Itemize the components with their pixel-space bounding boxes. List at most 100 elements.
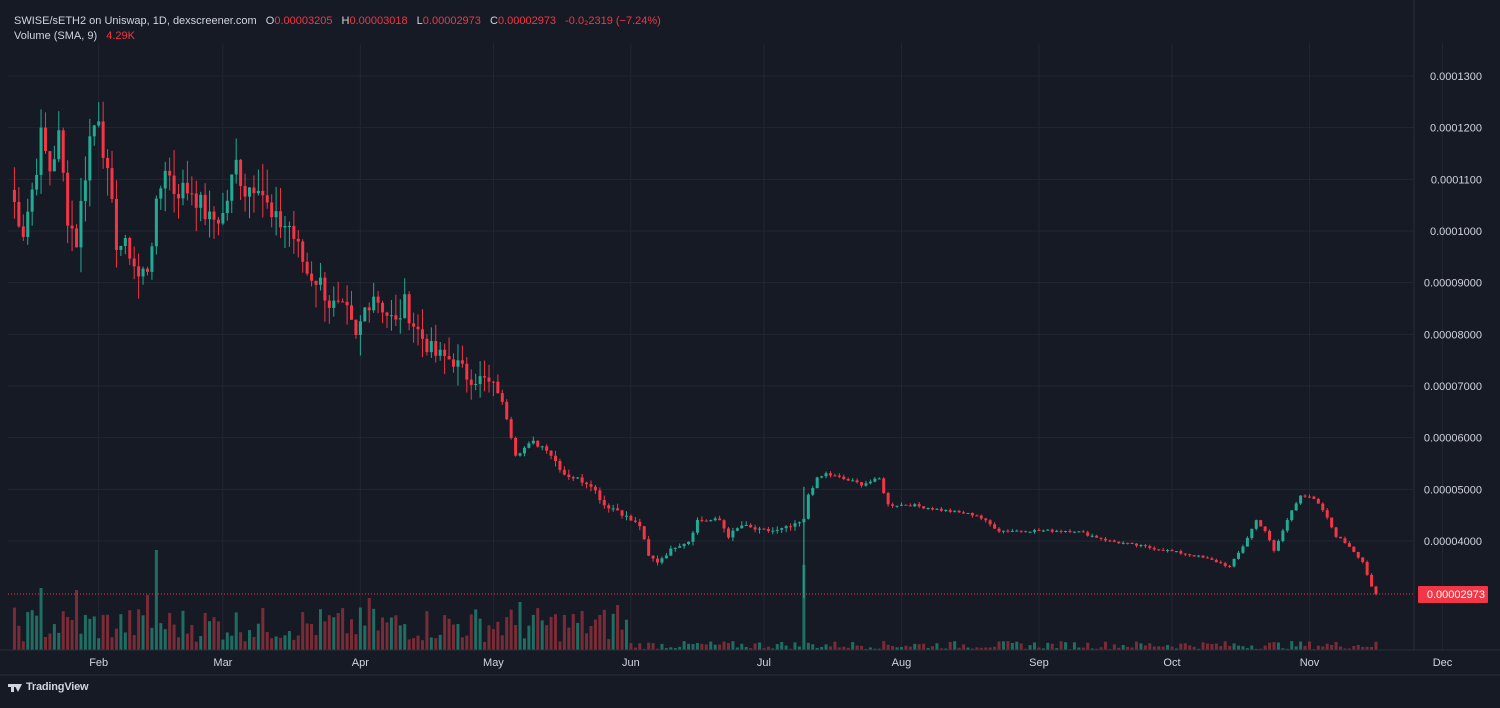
candle-body bbox=[1343, 538, 1347, 544]
volume-bar bbox=[797, 646, 801, 650]
candle-body bbox=[274, 211, 278, 218]
volume-bar bbox=[815, 647, 819, 650]
volume-bar bbox=[177, 637, 181, 650]
candle-body bbox=[731, 530, 735, 538]
candle-body bbox=[1254, 520, 1258, 529]
volume-bar bbox=[1325, 643, 1329, 650]
y-tick-label: 0.00005000 bbox=[1424, 484, 1482, 496]
volume-bar bbox=[576, 622, 580, 650]
candle-body bbox=[1126, 542, 1130, 544]
volume-bar bbox=[1197, 648, 1201, 650]
volume-bar bbox=[1316, 645, 1320, 650]
candle-body bbox=[1294, 503, 1298, 511]
candle-body bbox=[1330, 517, 1334, 528]
change-value: -0.0₂2319 (−7.24%) bbox=[565, 15, 661, 27]
volume-legend-row: Volume (SMA, 9) 4.29K bbox=[14, 29, 661, 44]
volume-bar bbox=[1135, 641, 1139, 650]
candle-body bbox=[1374, 586, 1378, 595]
volume-bar bbox=[1152, 646, 1156, 650]
volume-bar bbox=[385, 622, 389, 650]
candle-body bbox=[83, 180, 87, 201]
candle-body bbox=[988, 520, 992, 525]
close-label: C bbox=[489, 15, 498, 27]
volume-bar bbox=[735, 647, 739, 650]
candle-body bbox=[381, 302, 385, 313]
volume-bar bbox=[1072, 642, 1076, 650]
volume-bar bbox=[886, 644, 890, 650]
candle-body bbox=[1135, 543, 1139, 546]
volume-bar bbox=[935, 643, 939, 650]
candle-body bbox=[1223, 563, 1227, 566]
volume-bar bbox=[718, 644, 722, 650]
volume-bar bbox=[775, 644, 779, 650]
volume-bar bbox=[793, 642, 797, 650]
volume-bar bbox=[1130, 647, 1134, 650]
volume-bar bbox=[882, 641, 886, 650]
volume-bar bbox=[620, 629, 624, 650]
volume-bar bbox=[766, 646, 770, 650]
volume-bar bbox=[1210, 643, 1214, 650]
candle-body bbox=[1339, 536, 1343, 539]
high-label: H bbox=[341, 15, 350, 27]
candle-body bbox=[1285, 520, 1289, 531]
volume-bar bbox=[1356, 644, 1360, 650]
volume-bar bbox=[243, 641, 247, 650]
volume-bar bbox=[221, 639, 225, 650]
volume-bar bbox=[212, 617, 216, 650]
volume-bar bbox=[531, 614, 535, 650]
candle-body bbox=[633, 520, 637, 522]
candle-body bbox=[726, 528, 730, 538]
volume-bar bbox=[602, 609, 606, 650]
candle-body bbox=[877, 478, 881, 480]
volume-bar bbox=[616, 605, 620, 650]
candle-body bbox=[372, 296, 376, 311]
candle-body bbox=[310, 273, 314, 281]
volume-bar bbox=[944, 648, 948, 650]
volume-bar bbox=[434, 638, 438, 650]
volume-bar bbox=[687, 643, 691, 650]
volume-bar bbox=[505, 617, 509, 650]
volume-bar bbox=[101, 614, 105, 650]
candle-body bbox=[1166, 550, 1170, 552]
volume-bar bbox=[358, 607, 362, 650]
candle-body bbox=[1064, 530, 1068, 532]
x-tick-label: Aug bbox=[892, 657, 912, 669]
volume-bar bbox=[722, 641, 726, 650]
candle-body bbox=[678, 546, 682, 548]
volume-bar bbox=[1219, 646, 1223, 650]
volume-bar bbox=[66, 617, 70, 650]
volume-bar bbox=[336, 612, 340, 650]
tradingview-branding[interactable]: TradingView bbox=[8, 681, 89, 693]
volume-bar bbox=[1166, 645, 1170, 650]
volume-bar bbox=[962, 644, 966, 650]
volume-bar bbox=[487, 625, 491, 650]
volume-bar bbox=[939, 648, 943, 650]
candle-body bbox=[1059, 530, 1063, 532]
volume-bar bbox=[607, 639, 611, 650]
volume-bar bbox=[1307, 641, 1311, 650]
candle-body bbox=[452, 359, 456, 367]
candle-body bbox=[1352, 546, 1356, 552]
volume-bar bbox=[1095, 648, 1099, 650]
candle-body bbox=[589, 484, 593, 487]
candle-body bbox=[496, 381, 500, 394]
candle-body bbox=[239, 159, 243, 187]
volume-bar bbox=[930, 646, 934, 650]
candle-body bbox=[531, 440, 535, 444]
candle-body bbox=[873, 478, 877, 482]
candle-body bbox=[287, 225, 291, 227]
volume-bar bbox=[1321, 646, 1325, 650]
candle-body bbox=[935, 508, 939, 510]
candle-body bbox=[443, 349, 447, 357]
candle-body bbox=[1370, 574, 1374, 587]
candle-body bbox=[797, 522, 801, 524]
candle-body bbox=[562, 469, 566, 475]
y-tick-label: 0.00007000 bbox=[1424, 381, 1482, 393]
volume-bar bbox=[26, 612, 30, 650]
candle-body bbox=[554, 455, 558, 461]
candle-body bbox=[607, 505, 611, 509]
candle-body bbox=[1299, 495, 1303, 504]
volume-bar bbox=[137, 609, 141, 650]
